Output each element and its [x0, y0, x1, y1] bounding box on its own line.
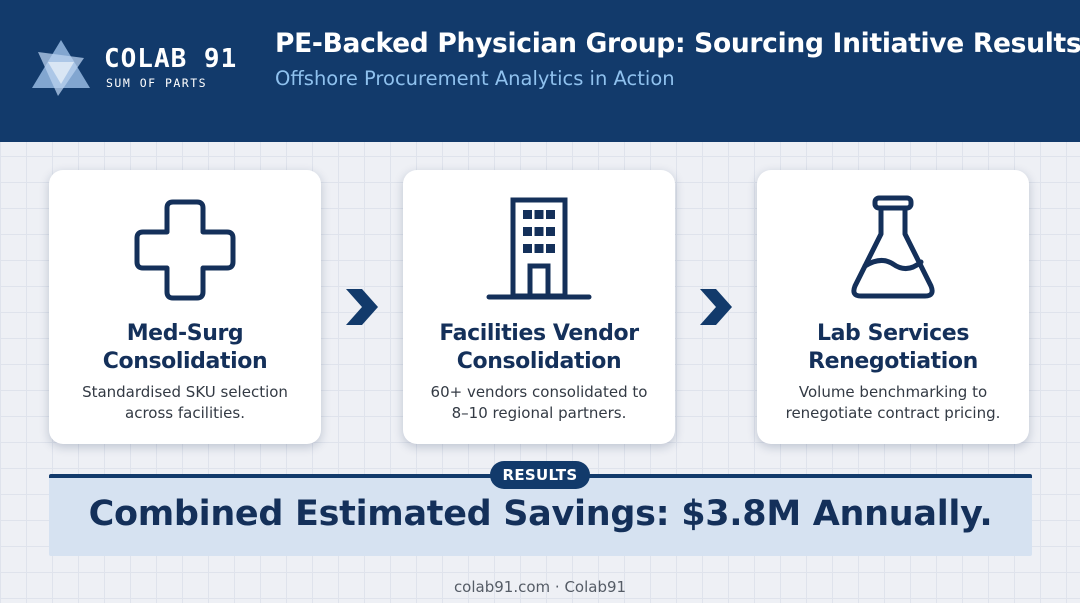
office-building-icon: [486, 197, 592, 300]
card-title: Lab Services Renegotiation: [808, 321, 978, 374]
chevron-right-icon: [700, 289, 732, 325]
page-title: PE-Backed Physician Group: Sourcing Init…: [275, 28, 1080, 59]
colab91-logo-icon: [32, 40, 90, 96]
lab-flask-icon: [851, 195, 935, 299]
medical-cross-icon: [134, 199, 236, 301]
card-description: 60+ vendors consolidated to 8–10 regiona…: [430, 383, 648, 422]
results-badge: RESULTS: [490, 461, 590, 489]
card-med-surg: Med-Surg Consolidation Standardised SKU …: [49, 170, 321, 444]
card-facilities-vendor: Facilities Vendor Consolidation 60+ vend…: [403, 170, 675, 444]
results-headline: Combined Estimated Savings: $3.8M Annual…: [88, 494, 993, 534]
page-subtitle: Offshore Procurement Analytics in Action: [275, 67, 675, 90]
logo-tagline: SUM OF PARTS: [106, 76, 208, 90]
logo-name: COLAB 91: [104, 44, 238, 74]
chevron-right-icon: [346, 289, 378, 325]
card-description: Volume benchmarking to renegotiate contr…: [785, 383, 1001, 422]
card-description: Standardised SKU selection across facili…: [82, 383, 288, 422]
card-title: Facilities Vendor Consolidation: [439, 321, 639, 374]
card-title: Med-Surg Consolidation: [102, 321, 268, 374]
card-lab-services: Lab Services Renegotiation Volume benchm…: [757, 170, 1029, 444]
footer-credit: colab91.com · Colab91: [453, 578, 627, 596]
header-banner: COLAB 91 SUM OF PARTS PE-Backed Physicia…: [0, 0, 1080, 142]
